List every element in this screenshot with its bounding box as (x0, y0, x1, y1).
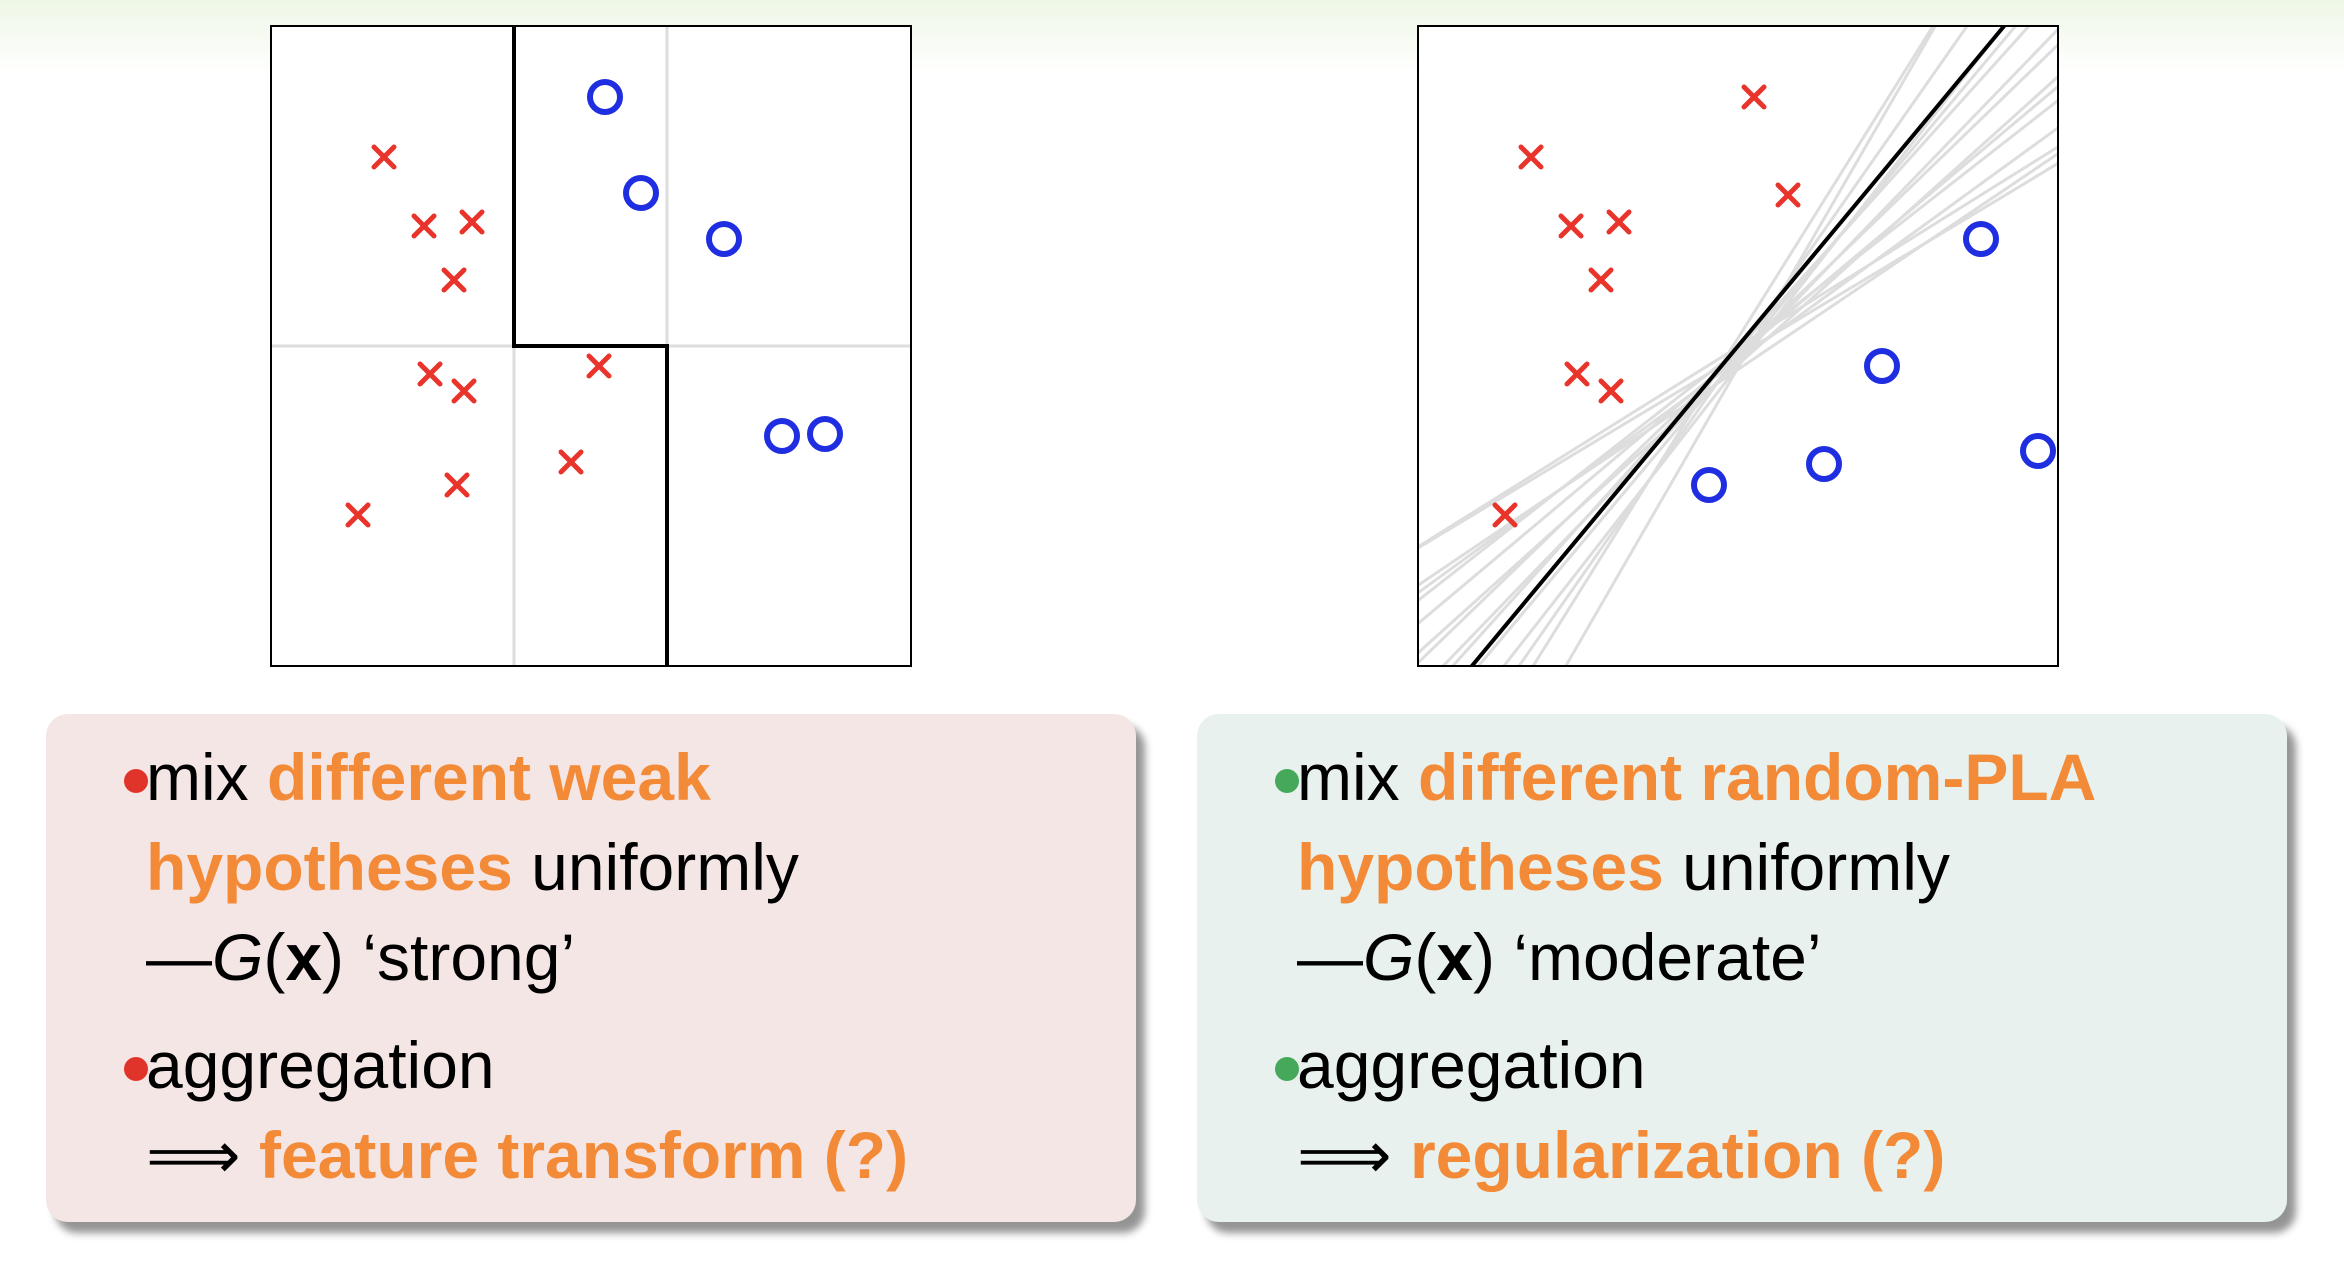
circle-marker-icon (2020, 433, 2056, 469)
random-pla-line (1418, 161, 2058, 550)
highlight-hypotheses: hypotheses (1297, 830, 1664, 904)
cross-marker-icon (1606, 209, 1632, 235)
random-pla-aggregation-svg (1417, 25, 2059, 667)
highlight-different-random-pla: different random-PLA (1418, 740, 2097, 814)
cross-marker-icon (444, 472, 470, 498)
bullet-dot-icon (124, 769, 148, 793)
cross-marker-icon (558, 449, 584, 475)
highlight-different-weak: different weak (267, 740, 711, 814)
plot-frame (1417, 25, 2059, 667)
cross-marker-icon (1741, 84, 1767, 110)
cross-marker-icon (1598, 378, 1624, 404)
left-data-points (345, 79, 843, 528)
random-pla-line (1418, 74, 2058, 655)
cross-marker-icon (417, 361, 443, 387)
word-uniformly: uniformly (1682, 830, 1950, 904)
circle-marker-icon (1864, 348, 1900, 384)
formula-G-x: —G(x) ‘moderate’ (1297, 920, 1822, 994)
circle-marker-icon (623, 175, 659, 211)
cross-marker-icon (451, 378, 477, 404)
highlight-result: feature transform (?) (258, 1118, 909, 1192)
word-aggregation: aggregation (146, 1028, 495, 1102)
implies-arrow-icon: ⟹ (1297, 1118, 1392, 1192)
word-mix: mix (1297, 740, 1400, 814)
circle-marker-icon (1806, 446, 1842, 482)
quality-label: ‘moderate’ (1513, 920, 1822, 994)
cross-marker-icon (586, 353, 612, 379)
highlight-result: regularization (?) (1409, 1118, 1946, 1192)
cross-marker-icon (345, 502, 371, 528)
random-pla-line (1418, 151, 2058, 588)
stump-summary-box: mix different weak hypotheses uniformly … (46, 714, 1136, 1222)
random-pla-aggregation-plot (1417, 25, 2061, 669)
cross-marker-icon (1588, 267, 1614, 293)
cross-marker-icon (371, 144, 397, 170)
word-mix: mix (146, 740, 249, 814)
stump-aggregation-plot (270, 25, 914, 669)
cross-marker-icon (1518, 144, 1544, 170)
word-aggregation: aggregation (1297, 1028, 1646, 1102)
circle-marker-icon (764, 418, 800, 454)
cross-marker-icon (1492, 502, 1518, 528)
formula-G-x: —G(x) ‘strong’ (146, 920, 576, 994)
bullet-aggregation: aggregation ⟹ feature transform (?) (124, 1020, 909, 1200)
quality-label: ‘strong’ (362, 920, 576, 994)
cross-marker-icon (1558, 213, 1584, 239)
circle-marker-icon (587, 79, 623, 115)
highlight-hypotheses: hypotheses (146, 830, 513, 904)
implies-arrow-icon: ⟹ (146, 1118, 241, 1192)
random-pla-line (1418, 145, 2058, 549)
aggregated-decision-boundary (1469, 26, 2007, 666)
circle-marker-icon (706, 221, 742, 257)
word-uniformly: uniformly (531, 830, 799, 904)
bullet-aggregation: aggregation ⟹ regularization (?) (1275, 1020, 1946, 1200)
right-data-points (1492, 84, 2056, 528)
random-pla-line (1418, 125, 2058, 595)
bullet-dot-icon (124, 1057, 148, 1081)
bullet-mix-weak-hypotheses: mix different weak hypotheses uniformly … (124, 732, 799, 1002)
cross-marker-icon (411, 213, 437, 239)
circle-marker-icon (1691, 467, 1727, 503)
bullet-dot-icon (1275, 1057, 1299, 1081)
circle-marker-icon (807, 416, 843, 452)
aggregated-decision-boundary (512, 26, 669, 666)
pla-summary-box: mix different random-PLA hypotheses unif… (1197, 714, 2287, 1222)
cross-marker-icon (1564, 361, 1590, 387)
circle-marker-icon (1963, 221, 1999, 257)
random-pla-line (1564, 26, 1938, 666)
stump-aggregation-svg (270, 25, 912, 667)
bullet-mix-random-pla: mix different random-PLA hypotheses unif… (1275, 732, 2097, 1002)
bullet-dot-icon (1275, 769, 1299, 793)
cross-marker-icon (441, 267, 467, 293)
cross-marker-icon (1775, 182, 1801, 208)
cross-marker-icon (459, 209, 485, 235)
